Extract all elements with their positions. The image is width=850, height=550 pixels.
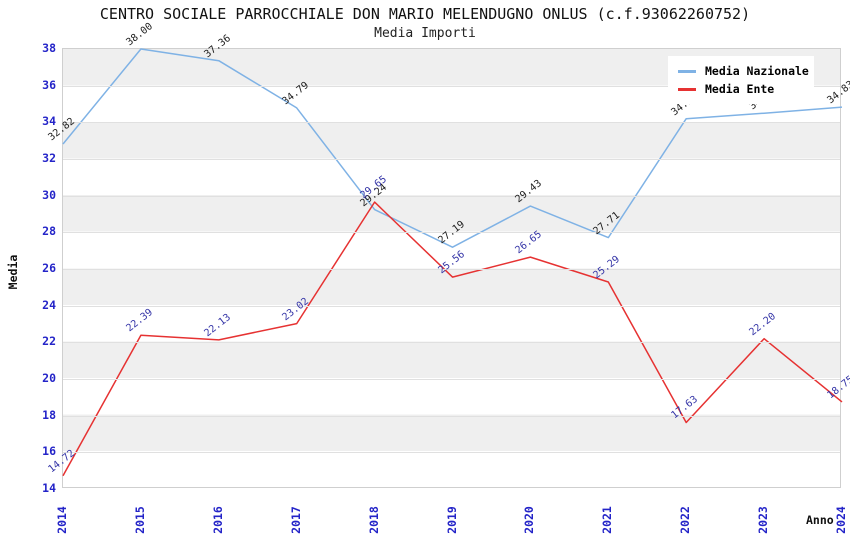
x-tick-label: 2017 bbox=[288, 506, 303, 534]
gridline bbox=[63, 122, 840, 124]
y-tick-label: 34 bbox=[42, 114, 56, 129]
gridline bbox=[63, 305, 840, 307]
x-tick-label: 2021 bbox=[600, 506, 615, 534]
x-tick-label: 2024 bbox=[834, 506, 848, 534]
plot-area bbox=[62, 48, 843, 488]
legend-item: Media Nazionale bbox=[678, 62, 814, 80]
y-tick-label: 38 bbox=[42, 41, 56, 55]
y-tick-label: 14 bbox=[42, 481, 56, 495]
gridline bbox=[63, 342, 840, 344]
gridline bbox=[63, 159, 840, 160]
y-tick-label: 26 bbox=[42, 261, 56, 275]
legend-swatch-icon bbox=[678, 87, 696, 91]
gridline bbox=[63, 269, 840, 270]
legend-item-label: Media Ente bbox=[705, 82, 775, 96]
y-tick-label: 20 bbox=[42, 371, 56, 385]
x-tick-label: 2018 bbox=[366, 506, 381, 534]
gridline bbox=[63, 415, 840, 417]
legend-item: Media Ente bbox=[678, 80, 814, 98]
y-tick-label: 22 bbox=[42, 334, 56, 349]
chart-title: CENTRO SOCIALE PARROCCHIALE DON MARIO ME… bbox=[99, 5, 751, 23]
x-axis-title: Anno bbox=[806, 513, 834, 527]
x-tick-label: 2022 bbox=[678, 506, 693, 534]
line-chart-svg bbox=[62, 48, 843, 477]
x-tick-label: 2023 bbox=[756, 506, 771, 534]
x-tick-label: 2015 bbox=[132, 506, 147, 534]
gridline bbox=[63, 379, 840, 380]
y-tick-label: 16 bbox=[42, 444, 56, 459]
legend: Media Nazionale Media Ente bbox=[668, 56, 814, 104]
legend-item-label: Media Nazionale bbox=[705, 64, 809, 78]
y-tick-label: 30 bbox=[42, 187, 56, 202]
series-line-media-ente bbox=[62, 201, 843, 477]
y-axis-title: Media bbox=[6, 254, 20, 290]
gridline bbox=[63, 195, 840, 197]
y-tick-label: 18 bbox=[42, 407, 56, 422]
gridline bbox=[63, 85, 840, 87]
series-line-media-nazionale bbox=[62, 48, 843, 248]
legend-swatch-icon bbox=[678, 69, 696, 73]
y-tick-label: 28 bbox=[42, 224, 56, 239]
gridline bbox=[63, 452, 840, 454]
y-tick-label: 32 bbox=[42, 151, 56, 165]
x-tick-label: 2016 bbox=[210, 506, 225, 534]
x-tick-label: 2019 bbox=[444, 506, 459, 534]
gridline bbox=[63, 232, 840, 234]
chart-subtitle: Media Importi bbox=[374, 26, 476, 41]
y-tick-label: 36 bbox=[42, 77, 56, 92]
y-tick-label: 24 bbox=[42, 297, 56, 312]
x-tick-label: 2020 bbox=[522, 506, 537, 534]
x-tick-label: 2014 bbox=[55, 506, 69, 534]
